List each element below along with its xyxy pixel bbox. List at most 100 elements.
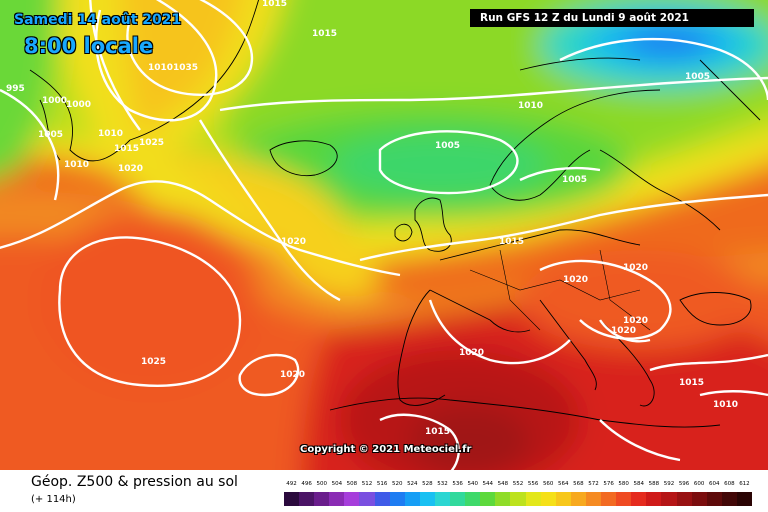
legend-tick-label: 608 [724,481,735,487]
coastlines [29,0,761,428]
legend-tick-label: 520 [391,481,403,487]
legend-tick-label: 612 [739,481,750,487]
isobar-label: 1020 [563,275,588,285]
legend-swatch [616,492,632,506]
legend-swatch [601,492,617,506]
legend-swatch [480,492,496,506]
forecast-date: Samedi 14 août 2021 [14,12,182,28]
isobar-label: 1005 [435,141,460,151]
legend-swatch [525,492,542,506]
map-svg: 1015 1015 1010 1035 995 1000 1000 1005 1… [0,0,768,470]
legend-swatch [329,492,345,506]
z500-field [0,0,768,470]
legend-swatch [510,492,527,506]
legend-tick-label: 548 [497,481,509,487]
isobar-label: 1010 [148,63,173,73]
isobars [0,0,768,470]
legend-tick-label: 576 [603,481,614,487]
legend-tick-label: 516 [376,481,388,487]
legend-tick-label: 560 [542,481,554,487]
legend-swatch [736,492,753,506]
legend-swatch [691,492,708,506]
legend-tick-labels: 492 496 500 504 508 512 516 520 524 528 532 536 540 5… [284,481,752,490]
legend-tick-label: 528 [422,481,433,487]
isobar-label: 1025 [141,357,166,367]
legend-swatch [450,492,466,506]
legend-tick-label: 584 [633,481,645,487]
legend-tick-label: 596 [678,481,690,487]
legend-tick-label: 512 [361,481,373,487]
isobar-labels: 1015 1015 1010 1035 995 1000 1000 1005 1… [6,0,738,437]
legend-swatch [344,492,360,506]
legend-swatch [434,492,451,506]
isobar-label: 1020 [459,348,484,358]
legend-swatch [721,492,738,506]
legend-tick-label: 564 [558,481,569,487]
field-title: Géop. Z500 & pression au sol [31,474,238,490]
isobar-label: 1020 [623,316,648,326]
legend-tick-label: 588 [648,481,660,487]
legend-tick-label: 540 [467,481,478,487]
isobar-label: 1020 [623,263,648,273]
legend-swatch [284,492,300,506]
copyright-text: Copyright © 2021 Meteociel.fr [300,444,472,455]
footer-bar: Géop. Z500 & pression au sol (+ 114h) 49… [0,470,768,512]
model-run-label: Run GFS 12 Z du Lundi 9 août 2021 [470,9,754,27]
isobar-label: 1005 [685,72,710,82]
legend-tick-label: 572 [588,481,599,487]
legend-tick-label: 508 [346,481,358,487]
legend-tick-label: 580 [618,481,629,487]
legend-tick-label: 600 [693,481,705,487]
legend-tick-label: 536 [452,481,463,487]
legend-swatch [631,492,647,506]
legend-swatch [419,492,436,506]
legend-swatch [676,492,693,506]
legend-tick-label: 496 [301,481,312,487]
legend-tick-label: 556 [527,481,539,487]
isobar-label: 1015 [499,237,524,247]
isobar-label: 1000 [66,100,91,110]
legend-tick-label: 500 [316,481,327,487]
legend-tick-label: 524 [407,481,418,487]
isobar-label: 1010 [64,160,89,170]
isobar-label: 1005 [562,175,587,185]
legend-swatch [540,492,557,506]
isobar-label: 1015 [425,427,450,437]
weather-map: 1015 1015 1010 1035 995 1000 1000 1005 1… [0,0,768,470]
legend-swatch [314,492,330,506]
legend-tick-label: 568 [573,481,584,487]
legend-swatch [359,492,376,506]
isobar-label: 1015 [312,29,337,39]
legend-tick-label: 592 [663,481,675,487]
legend-swatch [585,492,602,506]
isobar-label: 1005 [38,130,63,140]
legend-swatch [661,492,677,506]
legend-swatch [299,492,315,506]
legend-swatch [465,492,481,506]
isobar-label: 1010 [98,129,123,139]
legend-swatch [389,492,406,506]
isobar-label: 1020 [118,164,143,174]
legend-swatch [570,492,587,506]
forecast-time: 8:00 locale [24,34,154,58]
isobar-label: 1020 [611,326,636,336]
isobar-label: 1000 [42,96,67,106]
legend-swatch [404,492,421,506]
legend-tick-label: 544 [482,481,494,487]
legend-swatch [646,492,662,506]
isobar-label: 1020 [280,370,305,380]
legend-swatch [706,492,723,506]
isobar-label: 1025 [139,138,164,148]
legend-tick-label: 492 [286,481,297,487]
legend-tick-label: 532 [437,481,448,487]
legend-tick-label: 504 [331,481,343,487]
isobar-label: 1015 [679,378,704,388]
legend-swatch [374,492,391,506]
legend-swatch [555,492,572,506]
isobar-label: 1015 [114,144,139,154]
legend-tick-label: 604 [709,481,720,487]
isobar-label: 995 [6,84,25,94]
legend-swatch [495,492,511,506]
forecast-hours: (+ 114h) [31,494,76,505]
isobar-label: 1035 [173,63,198,73]
